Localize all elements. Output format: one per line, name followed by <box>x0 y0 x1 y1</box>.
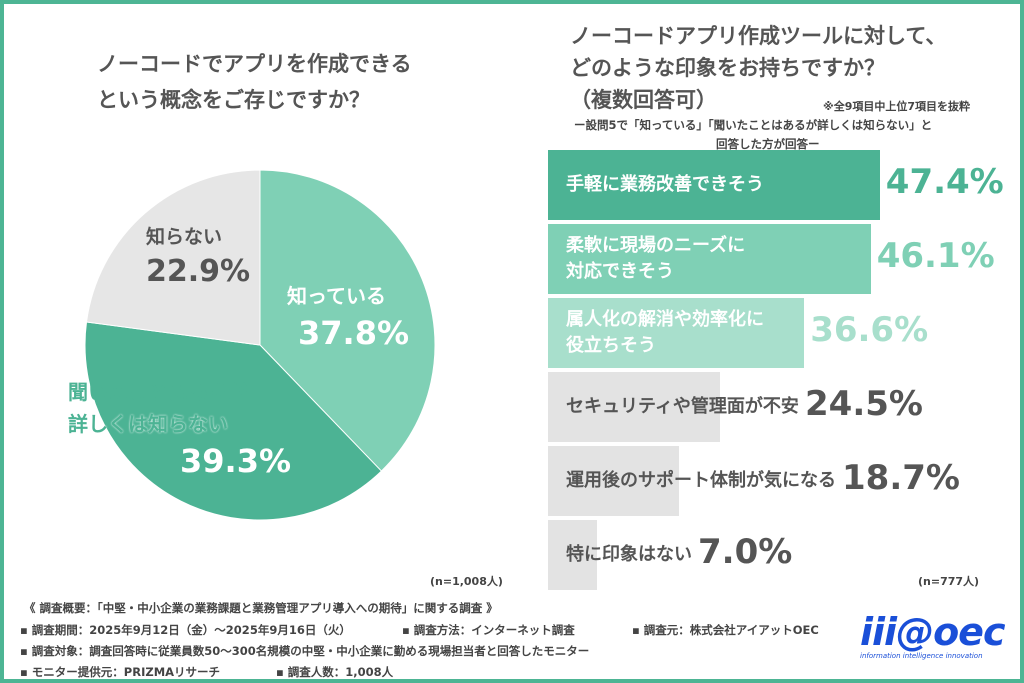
right-sample-size: (n=777人) <box>918 575 980 588</box>
left-title-line1: ノーコードでアプリを作成できる <box>97 52 412 76</box>
pie-slice-0 <box>259 169 436 472</box>
footer-overview: 《 調査概要：「中堅・中小企業の業務課題と業務管理アプリ導入への期待」に関する調… <box>24 601 498 615</box>
bar-0 <box>548 150 880 220</box>
pie-value-unknown: 22.9% <box>146 254 251 289</box>
pie-value-known: 37.8% <box>298 314 410 352</box>
bar-label-1: 柔軟に現場のニーズに 対応できそう <box>566 233 745 285</box>
bar-label-line1: 属人化の解消や効率化に <box>566 309 764 330</box>
bar-value-4: 18.7% <box>842 458 960 498</box>
pie-slice-1 <box>84 321 383 521</box>
bar-5 <box>548 520 597 590</box>
bar-label-line2: 対応できそう <box>566 261 674 282</box>
pie-label-heard-l2: 詳しくは知らない <box>68 412 228 436</box>
bar-value-3: 24.5% <box>805 384 923 424</box>
right-title-line3: （複数回答可） <box>570 88 717 112</box>
pie-chart <box>84 169 436 521</box>
bar-label-line1: 柔軟に現場のニーズに <box>566 235 746 256</box>
bar-value-0: 47.4% <box>885 162 1004 202</box>
right-subtitle-line2: 回答した方が回答ー <box>716 137 820 151</box>
pie-value-heard: 39.3% <box>180 442 292 480</box>
bar-1 <box>548 224 871 294</box>
pie-label-heard-l1: 聞いたことはあるが <box>68 380 248 404</box>
bar-label-line1: 特に印象はない <box>566 544 692 565</box>
bar-value-1: 46.1% <box>876 236 995 276</box>
right-title-line2: どのような印象をお持ちですか？ <box>570 56 885 80</box>
bar-value-2: 36.6% <box>810 310 929 350</box>
bar-label-2: 属人化の解消や効率化に 役立ちそう <box>566 307 764 359</box>
pie-label-unknown: 知らない <box>146 226 223 248</box>
bar-value-5: 7.0% <box>698 532 793 572</box>
company-logo: iii@oec information intelligence innovat… <box>860 612 1010 668</box>
footer-target: ▪ 調査対象：調査回答時に従業員数50～300名規模の中堅・中小企業に勤める現場… <box>20 644 590 658</box>
right-note: ※全9項目中上位7項目を抜粋 <box>823 100 971 113</box>
right-subtitle-line1: ー設問5で「知っている」「聞いたことはあるが詳しくは知らない」と <box>574 118 933 132</box>
footer-monitor: ▪ モニター提供元：PRIZMAリサーチ <box>20 665 221 679</box>
pie-slice-2 <box>85 169 261 346</box>
bar-4 <box>548 446 679 516</box>
left-sample-size: (n=1,008人) <box>430 575 503 588</box>
bar-label-5: 特に印象はない <box>566 542 692 568</box>
bar-3 <box>548 372 720 442</box>
footer-source: ▪ 調査元：株式会社アイアットOEC <box>632 623 819 637</box>
right-title-line1: ノーコードアプリ作成ツールに対して、 <box>570 24 947 48</box>
bar-label-0: 手軽に業務改善できそう <box>566 172 764 198</box>
bar-2 <box>548 298 805 368</box>
footer-count: ▪ 調査人数：1,008人 <box>276 665 394 679</box>
bar-label-4: 運用後のサポート体制が気になる <box>566 468 836 494</box>
footer-period: ▪ 調査期間：2025年9月12日（金）～2025年9月16日（火） <box>20 623 351 637</box>
bar-label-line1: 運用後のサポート体制が気になる <box>566 470 836 491</box>
logo-tagline: information intelligence innovation <box>860 652 983 660</box>
bar-label-3: セキュリティや管理面が不安 <box>566 394 799 420</box>
left-title-line2: という概念をご存じですか？ <box>97 88 370 112</box>
bar-label-line1: セキュリティや管理面が不安 <box>566 396 799 417</box>
bar-label-line1: 手軽に業務改善できそう <box>566 174 764 195</box>
logo-wordmark: iii@oec <box>860 610 1005 654</box>
footer-method: ▪ 調査方法：インターネット調査 <box>402 623 575 637</box>
bar-label-line2: 役立ちそう <box>566 335 656 356</box>
pie-label-known: 知っている <box>287 284 386 308</box>
